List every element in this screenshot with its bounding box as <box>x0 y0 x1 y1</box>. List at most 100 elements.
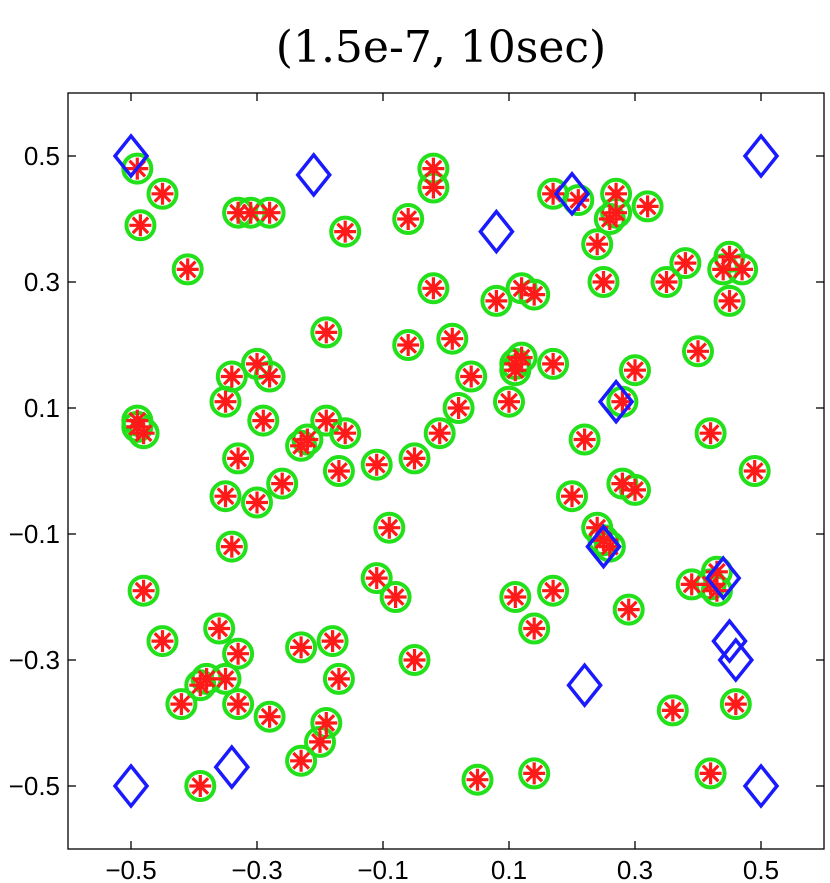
circle-marker <box>417 272 450 305</box>
asterisk-marker <box>315 409 338 432</box>
y-tick-label: 0.3 <box>24 267 60 297</box>
asterisk-marker <box>315 712 338 734</box>
asterisk-marker <box>334 422 357 445</box>
asterisk-marker <box>290 636 313 659</box>
circle-marker <box>719 688 752 721</box>
circle-marker <box>436 322 469 355</box>
diamond-marker <box>742 133 780 179</box>
circle-marker <box>556 480 588 513</box>
asterisk-marker <box>542 182 565 205</box>
asterisk-marker <box>680 573 703 596</box>
circle-marker <box>499 581 532 613</box>
asterisk-marker <box>498 390 520 413</box>
asterisk-marker <box>718 289 741 312</box>
asterisk-marker <box>573 428 596 451</box>
diamond-marker <box>704 555 742 601</box>
asterisk-marker <box>598 535 621 558</box>
asterisk-marker <box>624 478 646 501</box>
circle-marker <box>329 215 362 248</box>
asterisk-marker <box>561 485 583 508</box>
asterisk-marker <box>718 245 741 268</box>
x-tick-label: 0.5 <box>743 855 779 883</box>
asterisk-marker <box>617 598 640 621</box>
asterisk-marker <box>428 422 451 445</box>
circle-marker <box>253 360 286 393</box>
asterisk-marker <box>542 579 565 602</box>
asterisk-marker <box>315 321 338 344</box>
asterisk-marker <box>523 283 546 306</box>
asterisk-marker <box>132 422 155 445</box>
circle-marker <box>738 455 771 487</box>
circle-marker <box>322 455 355 487</box>
asterisk-marker <box>321 630 344 653</box>
asterisk-marker <box>208 617 231 640</box>
circle-marker <box>461 763 494 796</box>
asterisk-marker <box>365 453 388 476</box>
asterisk-marker <box>334 220 357 243</box>
diamond-marker <box>717 637 755 683</box>
asterisk-marker <box>661 699 684 722</box>
asterisk-marker <box>624 359 646 382</box>
circle-marker <box>209 480 242 513</box>
asterisk-marker <box>523 617 546 640</box>
asterisk-marker <box>258 201 281 224</box>
asterisk-marker <box>611 472 634 495</box>
asterisk-marker <box>239 201 262 224</box>
circle-marker <box>537 574 570 607</box>
circle-marker <box>568 423 601 456</box>
asterisk-marker <box>510 277 533 300</box>
asterisk-marker <box>743 460 766 482</box>
circle-marker <box>398 442 431 475</box>
asterisk-marker <box>309 730 331 753</box>
diamond-marker <box>566 662 603 709</box>
data-markers <box>112 133 780 809</box>
asterisk-marker <box>523 762 546 785</box>
asterisk-marker <box>327 460 350 482</box>
asterisk-marker <box>422 157 445 180</box>
asterisk-marker <box>214 485 237 508</box>
asterisk-series <box>126 157 766 797</box>
asterisk-marker <box>699 762 722 785</box>
diamond-marker <box>478 208 515 255</box>
circle-marker <box>581 228 614 261</box>
asterisk-marker <box>605 201 628 224</box>
circle-marker <box>423 417 456 450</box>
circle-marker <box>329 417 362 450</box>
circle-marker <box>266 467 299 500</box>
circle-marker <box>392 329 425 361</box>
circle-marker <box>518 757 551 790</box>
asterisk-marker <box>397 334 420 356</box>
diamond-marker <box>553 170 591 217</box>
asterisk-marker <box>258 705 281 728</box>
circle-marker <box>619 354 651 387</box>
diamond-marker <box>742 763 780 809</box>
diamond-marker <box>711 618 748 664</box>
circle-marker <box>360 562 393 595</box>
asterisk-marker <box>227 642 250 665</box>
asterisk-marker <box>699 422 722 445</box>
y-tick-label: 0.1 <box>24 393 60 423</box>
circle-marker <box>694 757 727 790</box>
asterisk-marker <box>605 182 628 205</box>
circle-marker <box>285 744 318 777</box>
circle-marker <box>455 360 488 393</box>
asterisk-marker <box>290 749 313 772</box>
asterisk-marker <box>712 258 735 281</box>
y-axis-tick-labels: 0.5 0.3 0.1 −0.1 −0.3 −0.5 <box>9 141 60 801</box>
circle-marker <box>310 316 343 349</box>
circle-marker <box>442 392 475 424</box>
asterisk-marker <box>655 271 678 293</box>
circle-marker <box>209 385 242 418</box>
diamond-series <box>112 133 780 809</box>
plot-area-frame <box>67 92 825 850</box>
asterisk-marker <box>151 182 174 205</box>
circle-marker <box>222 688 255 721</box>
asterisk-marker <box>378 516 401 539</box>
circle-marker <box>171 253 204 286</box>
asterisk-marker <box>214 667 237 690</box>
circle-marker <box>669 247 702 280</box>
circle-marker <box>631 190 664 223</box>
y-tick-label: −0.1 <box>9 519 60 549</box>
asterisk-marker <box>636 195 659 218</box>
circle-marker <box>379 581 412 613</box>
